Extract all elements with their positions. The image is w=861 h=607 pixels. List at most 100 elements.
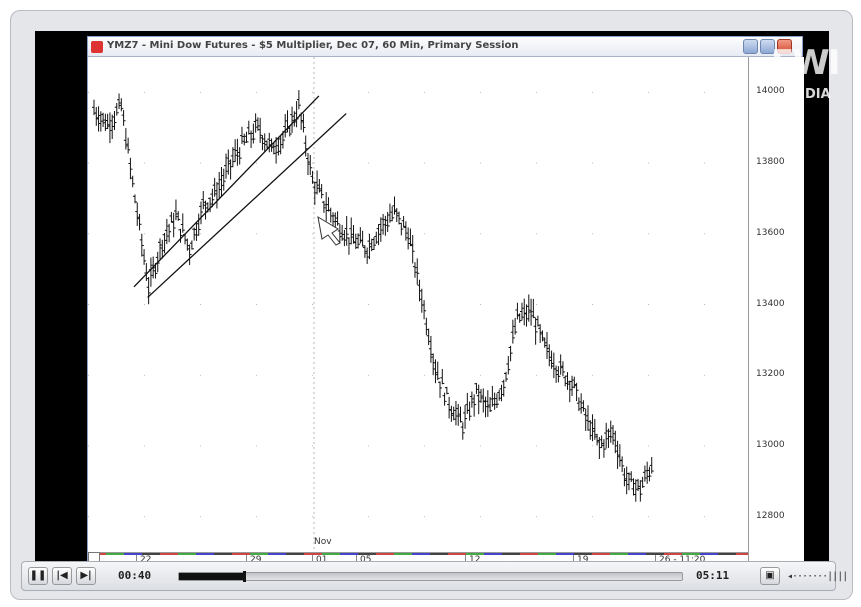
price-bar [383, 215, 388, 236]
price-bar [198, 201, 203, 225]
price-bar [260, 135, 265, 151]
price-bar [549, 350, 554, 369]
price-bar [565, 372, 570, 390]
price-bar [576, 397, 581, 412]
progress-bar[interactable] [178, 571, 683, 582]
price-bar [369, 238, 374, 252]
price-bar [153, 263, 158, 279]
price-bar [315, 170, 320, 195]
price-bar [189, 240, 194, 250]
price-bar [592, 418, 597, 440]
price-bar [132, 194, 137, 204]
price-bar [353, 233, 358, 250]
price-bar [210, 188, 215, 208]
price-bar [253, 113, 258, 133]
price-bar [451, 406, 456, 421]
price-bar [504, 371, 509, 382]
price-bar [194, 222, 199, 241]
price-bar [558, 354, 563, 375]
price-bar [442, 392, 447, 406]
progress-thumb[interactable] [242, 571, 246, 582]
price-bar [647, 466, 652, 482]
price-bar [447, 396, 452, 419]
price-bar [305, 152, 310, 176]
price-bar [449, 405, 454, 422]
video-area[interactable]: YMZ7 - Mini Dow Futures - $5 Multiplier,… [35, 31, 840, 580]
price-bar [574, 382, 579, 402]
price-bar [572, 376, 577, 389]
skip-back-button[interactable]: |◀ [52, 567, 72, 585]
price-bar [233, 139, 238, 163]
maximize-icon [760, 39, 775, 54]
price-bar [394, 208, 399, 223]
pause-button[interactable]: ❚❚ [28, 567, 48, 585]
price-bar [187, 244, 192, 266]
price-bar [474, 382, 479, 394]
price-bar [278, 135, 283, 155]
price-bar [556, 366, 561, 383]
price-bar [367, 233, 372, 260]
volume-control[interactable]: ◂·······|||| [787, 568, 848, 586]
price-bar [488, 397, 493, 413]
price-bar [160, 239, 165, 259]
logo-main: EWI [771, 43, 840, 83]
price-tick-label: 13400 [756, 298, 785, 309]
price-bar [319, 183, 324, 199]
price-bar [638, 480, 643, 502]
price-bar [326, 197, 331, 212]
price-bar [417, 279, 422, 302]
app-icon [91, 41, 103, 53]
price-tick-label: 14000 [756, 86, 785, 97]
fullscreen-button[interactable]: ▣ [760, 567, 780, 585]
price-bar [642, 465, 647, 482]
price-bar [312, 181, 317, 205]
price-bar [335, 211, 340, 226]
price-bar [463, 405, 468, 429]
price-bar [376, 224, 381, 246]
price-bar [333, 212, 338, 230]
price-bar [107, 112, 112, 144]
price-bar [608, 420, 613, 443]
price-bar [620, 456, 625, 473]
price-bar [649, 457, 654, 474]
price-bar [554, 365, 559, 383]
price-bar [290, 106, 295, 133]
price-bar [631, 478, 636, 496]
price-bar [611, 425, 616, 445]
price-bar [344, 215, 349, 246]
price-bar [169, 211, 174, 223]
skip-forward-button[interactable]: ▶| [76, 567, 96, 585]
price-bar [340, 224, 345, 241]
price-bar [517, 313, 522, 323]
price-bar [171, 212, 176, 238]
price-bar [524, 304, 529, 327]
chart-titlebar: YMZ7 - Mini Dow Futures - $5 Multiplier,… [88, 37, 802, 57]
price-bar [271, 142, 276, 155]
price-bar [510, 319, 515, 344]
price-bar [103, 113, 108, 132]
price-bar [146, 277, 151, 305]
price-bar [472, 394, 477, 417]
price-tick-label: 13600 [756, 227, 785, 238]
month-label: Nov [314, 537, 332, 547]
price-bar [98, 111, 103, 132]
price-bar [126, 137, 131, 154]
price-bar [397, 211, 402, 225]
price-bar [478, 388, 483, 403]
progress-fill [179, 573, 244, 580]
price-bar [567, 380, 572, 403]
price-bar [112, 111, 117, 131]
minimize-icon [743, 39, 758, 54]
price-bar [522, 298, 527, 326]
price-bar [563, 375, 568, 387]
price-bar [433, 359, 438, 384]
price-bar [228, 159, 233, 180]
price-bar [599, 435, 604, 449]
price-bar [483, 396, 488, 418]
price-bar [164, 218, 169, 245]
price-bar [128, 157, 133, 180]
price-bar [583, 408, 588, 431]
price-bar [410, 234, 415, 264]
price-bar [258, 117, 263, 143]
price-bar [424, 317, 429, 336]
